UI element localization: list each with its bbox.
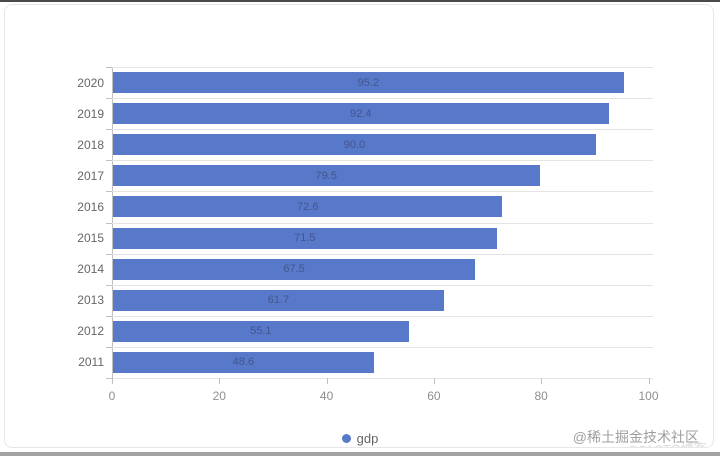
bar-2013[interactable]: 61.7 bbox=[113, 289, 445, 311]
category-splitline bbox=[112, 378, 653, 379]
y-axis-label-2011: 2011 bbox=[78, 355, 104, 370]
y-axis-tick bbox=[106, 253, 112, 255]
bar-value-label: 67.5 bbox=[283, 263, 305, 276]
category-splitline bbox=[112, 160, 653, 162]
y-axis-tick bbox=[106, 315, 112, 317]
x-axis-tick bbox=[541, 378, 543, 384]
bar-value-label: 48.6 bbox=[232, 356, 255, 369]
y-axis-tick bbox=[106, 346, 112, 348]
bar-2018[interactable]: 90.0 bbox=[113, 134, 596, 156]
y-axis-tick bbox=[106, 160, 112, 162]
y-axis-tick bbox=[106, 67, 112, 68]
y-axis-label-2014: 2014 bbox=[77, 262, 104, 277]
x-axis-tick bbox=[433, 378, 435, 384]
category-splitline bbox=[112, 284, 653, 286]
x-axis-tick bbox=[648, 378, 650, 384]
category-splitline bbox=[112, 346, 653, 348]
bar-value-label: 79.5 bbox=[315, 169, 337, 182]
window-top-edge bbox=[0, 0, 720, 2]
bar-value-label: 61.7 bbox=[267, 294, 290, 307]
y-axis-tick bbox=[106, 222, 112, 224]
chart-card: 2020 95.2 2019 92.4 2018 90.0 2017 79.5 2016 72.6… bbox=[4, 4, 714, 448]
x-axis-tick bbox=[326, 378, 328, 384]
x-axis-tick bbox=[219, 378, 221, 384]
category-splitline bbox=[112, 67, 653, 68]
y-axis-label-2016: 2016 bbox=[77, 199, 104, 214]
y-axis-tick bbox=[106, 378, 112, 379]
category-splitline bbox=[112, 315, 653, 317]
x-axis-label-100: 100 bbox=[638, 389, 659, 403]
legend[interactable]: gdp bbox=[5, 429, 713, 447]
y-axis-tick bbox=[106, 129, 112, 131]
bar-2014[interactable]: 67.5 bbox=[113, 258, 476, 280]
y-axis-label-2019: 2019 bbox=[77, 106, 104, 121]
category-splitline bbox=[112, 191, 653, 193]
window-bottom-edge bbox=[0, 452, 720, 456]
bar-chart-plot-area: 2020 95.2 2019 92.4 2018 90.0 2017 79.5 2016 72.6… bbox=[77, 67, 659, 403]
y-axis-label-2020: 2020 bbox=[77, 75, 104, 90]
bar-2011[interactable]: 48.6 bbox=[113, 351, 374, 373]
y-axis-tick bbox=[106, 284, 112, 286]
legend-marker-icon bbox=[341, 433, 351, 443]
category-splitline bbox=[112, 129, 653, 131]
category-splitline bbox=[112, 98, 653, 100]
watermark-faint-text: @51CTO博客 bbox=[626, 438, 707, 447]
x-axis-label-0: 0 bbox=[108, 389, 116, 403]
bar-2015[interactable]: 71.5 bbox=[113, 227, 497, 249]
legend-label: gdp bbox=[356, 430, 379, 446]
bar-value-label: 71.5 bbox=[294, 232, 316, 245]
y-axis-label-2017: 2017 bbox=[77, 168, 104, 183]
y-axis-tick bbox=[106, 191, 112, 193]
bar-2020[interactable]: 95.2 bbox=[113, 72, 624, 94]
bar-value-label: 55.1 bbox=[250, 325, 272, 338]
watermark-text: @稀土掘金技术社区 bbox=[572, 429, 699, 445]
y-axis-label-2013: 2013 bbox=[77, 293, 104, 308]
x-axis-tick bbox=[112, 378, 113, 384]
bar-2017[interactable]: 79.5 bbox=[113, 165, 540, 187]
bar-2019[interactable]: 92.4 bbox=[113, 103, 609, 125]
y-axis-label-2018: 2018 bbox=[77, 137, 104, 152]
y-axis-tick bbox=[106, 98, 112, 100]
bar-value-label: 72.6 bbox=[297, 200, 319, 213]
x-axis-label-40: 40 bbox=[319, 389, 334, 403]
x-axis-label-20: 20 bbox=[212, 389, 226, 403]
bar-value-label: 90.0 bbox=[343, 138, 366, 151]
bar-value-label: 92.4 bbox=[350, 107, 372, 120]
category-splitline bbox=[112, 253, 653, 255]
bar-2016[interactable]: 72.6 bbox=[113, 196, 503, 218]
x-axis-label-60: 60 bbox=[427, 389, 441, 403]
y-axis-label-2012: 2012 bbox=[77, 324, 104, 339]
x-axis-label-80: 80 bbox=[534, 389, 548, 403]
bar-value-label: 95.2 bbox=[357, 76, 380, 89]
bar-2012[interactable]: 55.1 bbox=[113, 320, 409, 342]
category-splitline bbox=[112, 222, 653, 224]
y-axis-label-2015: 2015 bbox=[77, 231, 104, 246]
